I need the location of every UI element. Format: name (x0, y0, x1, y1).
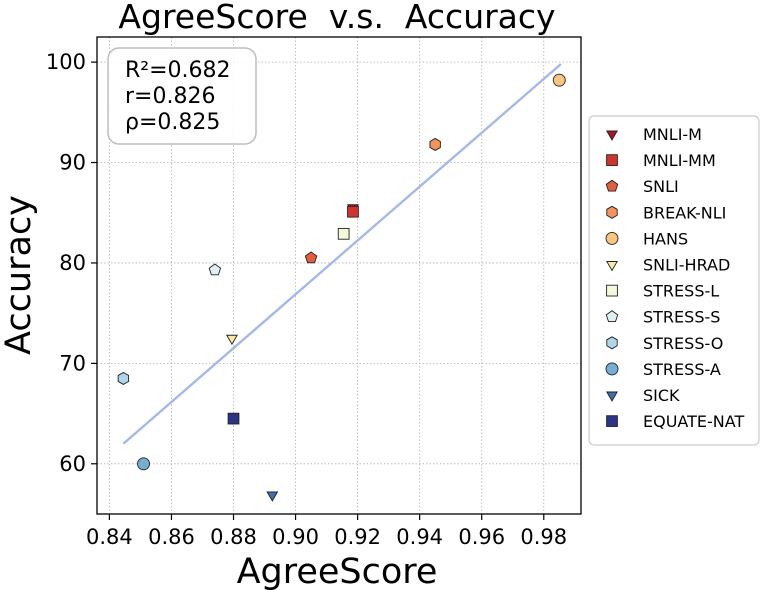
legend-item: SNLI (605, 177, 679, 196)
legend-marker (606, 415, 618, 427)
data-point (225, 334, 238, 346)
legend-item: SNLI-HRAD (606, 256, 730, 275)
regression-line (122, 63, 562, 445)
x-tick-label: 0.88 (210, 525, 257, 549)
legend-label: STRESS-S (643, 308, 720, 327)
x-tick-label: 0.92 (334, 525, 381, 549)
legend-marker (606, 336, 618, 350)
x-tick-label: 0.96 (458, 525, 505, 549)
legend-label: BREAK-NLI (643, 203, 726, 222)
legend-marker (605, 179, 619, 192)
legend-label: HANS (643, 229, 688, 248)
legend-label: STRESS-L (643, 282, 719, 301)
x-tick-label: 0.86 (148, 525, 195, 549)
x-tick-label: 0.90 (272, 525, 319, 549)
legend-marker (605, 231, 619, 245)
data-point (117, 371, 130, 385)
stats-box: R²=0.682 r=0.826 ρ=0.825 (107, 47, 257, 145)
legend-item: STRESS-L (606, 282, 719, 301)
legend-frame (588, 115, 760, 446)
data-point (304, 251, 318, 264)
x-tick-label: 0.98 (520, 525, 567, 549)
y-tick-label: 80 (59, 251, 86, 275)
legend-label: SNLI-HRAD (643, 256, 730, 275)
stats-box-frame (107, 47, 257, 145)
legend-item: EQUATE-NAT (606, 412, 744, 431)
legend-item: STRESS-S (605, 308, 720, 327)
data-point (429, 137, 441, 151)
stats-rho: ρ=0.825 (125, 110, 220, 135)
y-tick-label: 70 (59, 351, 86, 375)
grid-lines (97, 37, 581, 514)
data-point (137, 457, 150, 471)
legend-marker (606, 205, 618, 219)
y-axis-ticks: 60 70 80 90 100 (46, 50, 97, 476)
data-point (337, 227, 350, 240)
legend-item: STRESS-A (605, 360, 721, 379)
data-point (208, 263, 222, 276)
x-axis-ticks: 0.84 0.86 0.88 0.90 0.92 0.94 0.96 0.98 (86, 514, 567, 549)
y-axis-label: Accuracy (0, 195, 39, 355)
legend-item: STRESS-O (606, 334, 723, 353)
chart-title: AgreeScore v.s. Accuracy (118, 0, 555, 36)
y-tick-label: 90 (59, 151, 86, 175)
legend-item: MNLI-M (606, 125, 702, 144)
x-tick-label: 0.94 (396, 525, 443, 549)
legend-item: MNLI-MM (606, 151, 716, 170)
legend-marker (605, 362, 619, 376)
data-point (552, 73, 566, 87)
legend-marker (605, 310, 619, 322)
data-point (227, 412, 240, 425)
data-points (117, 73, 566, 502)
legend-item: HANS (605, 229, 688, 248)
legend-label: MNLI-MM (643, 151, 716, 170)
legend-label: SNLI (643, 177, 679, 196)
legend-item: BREAK-NLI (606, 203, 726, 222)
legend-label: EQUATE-NAT (643, 412, 744, 431)
x-tick-label: 0.84 (86, 525, 133, 549)
data-point (266, 491, 279, 502)
legend-label: STRESS-O (643, 334, 723, 353)
legend-label: STRESS-A (643, 360, 721, 379)
legend-marker (606, 261, 618, 272)
legend-item: SICK (606, 386, 680, 405)
legend-marker (606, 284, 618, 297)
legend-label: SICK (643, 386, 680, 405)
y-tick-label: 100 (46, 50, 86, 74)
stats-r: r=0.826 (125, 84, 215, 109)
legend: MNLI-M MNLI-MM SNLI BREAK-NLI HANS SNLI-HRAD S… (588, 115, 760, 446)
plot-frame (96, 36, 582, 515)
legend-label: MNLI-M (643, 125, 702, 144)
legend-marker (606, 130, 618, 141)
stats-r2: R²=0.682 (125, 58, 231, 83)
x-axis-label: AgreeScore (237, 552, 438, 590)
y-tick-label: 60 (59, 452, 86, 476)
data-point (347, 205, 359, 218)
legend-marker (606, 391, 618, 402)
legend-marker (606, 154, 618, 166)
